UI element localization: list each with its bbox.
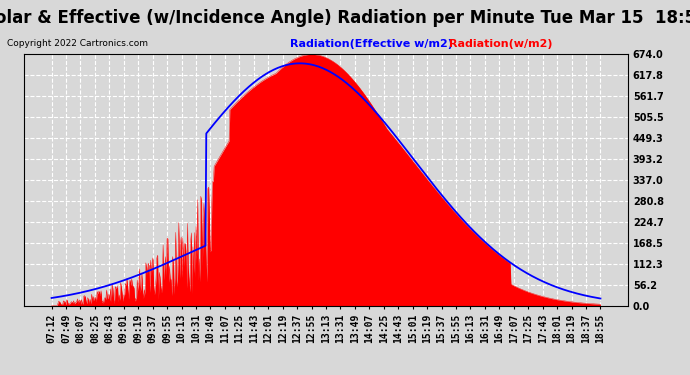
Text: Radiation(w/m2): Radiation(w/m2)	[448, 39, 552, 50]
Text: Copyright 2022 Cartronics.com: Copyright 2022 Cartronics.com	[7, 39, 148, 48]
Text: Radiation(Effective w/m2): Radiation(Effective w/m2)	[290, 39, 453, 50]
Text: Solar & Effective (w/Incidence Angle) Radiation per Minute Tue Mar 15  18:59: Solar & Effective (w/Incidence Angle) Ra…	[0, 9, 690, 27]
